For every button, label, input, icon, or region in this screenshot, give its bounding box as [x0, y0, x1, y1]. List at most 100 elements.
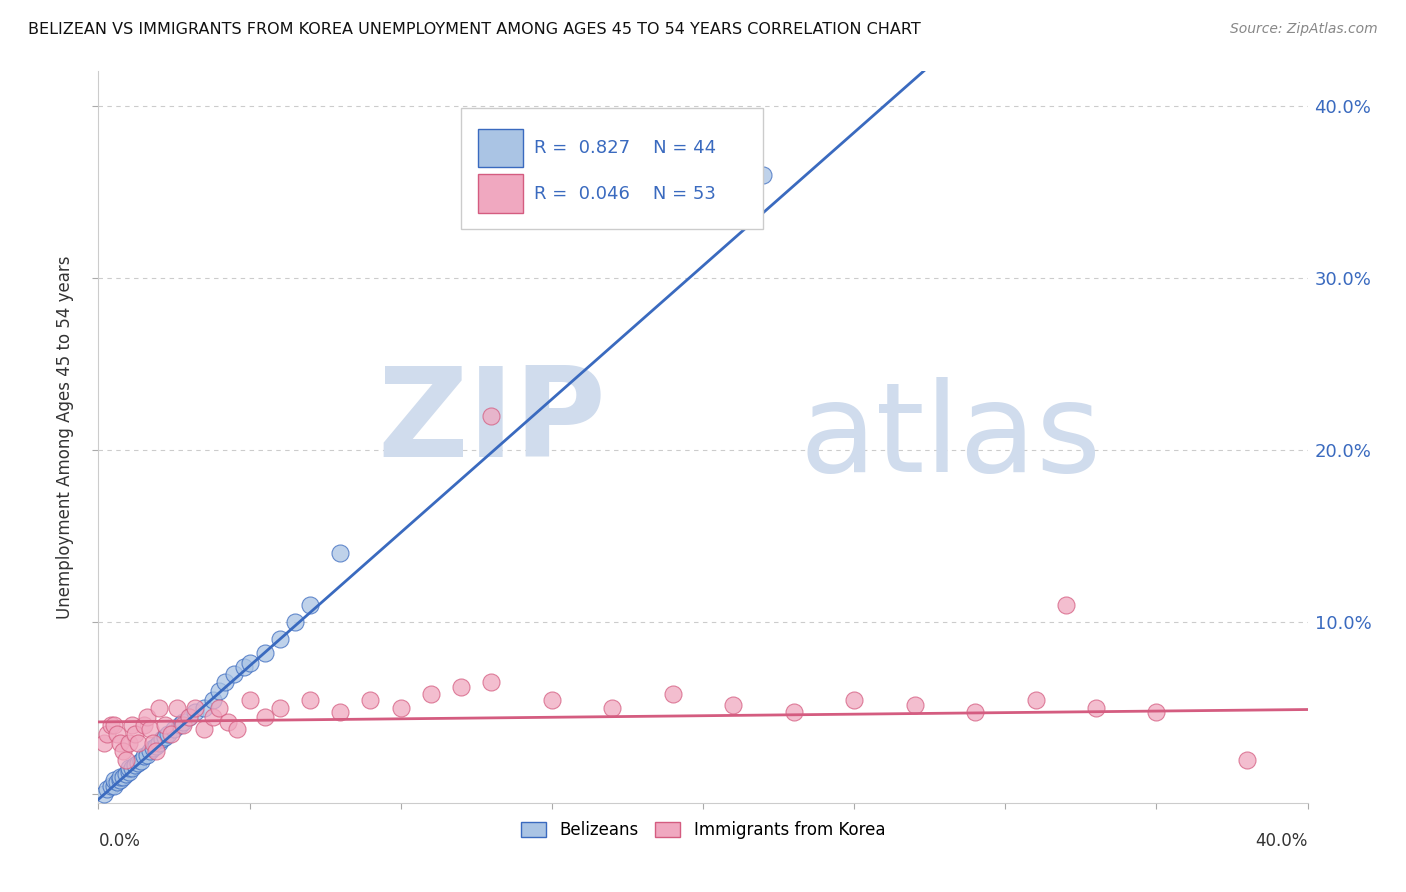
Point	[723, 142, 745, 156]
Text: R =  0.046    N = 53: R = 0.046 N = 53	[534, 185, 716, 202]
Point	[1085, 701, 1108, 715]
Point	[723, 698, 745, 712]
Point	[1024, 692, 1046, 706]
Point	[135, 747, 157, 762]
Point	[329, 705, 352, 719]
Point	[139, 744, 162, 758]
Point	[114, 753, 136, 767]
Point	[193, 722, 215, 736]
Point	[232, 660, 254, 674]
Point	[103, 718, 125, 732]
Point	[253, 646, 276, 660]
Point	[202, 710, 225, 724]
Point	[202, 692, 225, 706]
Point	[239, 657, 262, 671]
Point	[132, 749, 155, 764]
Point	[1236, 753, 1258, 767]
Point	[105, 775, 128, 789]
Point	[108, 773, 131, 788]
Point	[389, 701, 412, 715]
Point	[135, 710, 157, 724]
FancyBboxPatch shape	[461, 108, 763, 228]
Text: R =  0.827    N = 44: R = 0.827 N = 44	[534, 139, 716, 157]
Point	[172, 714, 194, 729]
Point	[481, 675, 503, 690]
Point	[172, 718, 194, 732]
Point	[132, 718, 155, 732]
Text: ZIP: ZIP	[378, 362, 606, 483]
Point	[105, 727, 128, 741]
Point	[148, 735, 170, 749]
Point	[360, 692, 382, 706]
Point	[540, 692, 562, 706]
Point	[118, 764, 141, 779]
Point	[148, 701, 170, 715]
Point	[450, 681, 472, 695]
Point	[100, 779, 122, 793]
Point	[661, 687, 683, 701]
Point	[226, 722, 249, 736]
Point	[193, 701, 215, 715]
Point	[752, 168, 775, 182]
Point	[179, 710, 201, 724]
Point	[111, 744, 134, 758]
Point	[108, 770, 131, 784]
Point	[904, 698, 927, 712]
FancyBboxPatch shape	[478, 129, 523, 167]
Point	[217, 714, 239, 729]
Y-axis label: Unemployment Among Ages 45 to 54 years: Unemployment Among Ages 45 to 54 years	[56, 255, 75, 619]
Point	[96, 782, 118, 797]
Point	[420, 687, 443, 701]
Point	[114, 766, 136, 780]
Point	[103, 779, 125, 793]
Point	[96, 727, 118, 741]
Point	[844, 692, 866, 706]
Point	[121, 718, 143, 732]
Text: BELIZEAN VS IMMIGRANTS FROM KOREA UNEMPLOYMENT AMONG AGES 45 TO 54 YEARS CORRELA: BELIZEAN VS IMMIGRANTS FROM KOREA UNEMPL…	[28, 22, 921, 37]
Point	[253, 710, 276, 724]
Point	[145, 744, 167, 758]
Point	[156, 727, 179, 741]
Point	[121, 761, 143, 775]
Point	[179, 710, 201, 724]
Text: Source: ZipAtlas.com: Source: ZipAtlas.com	[1230, 22, 1378, 37]
Point	[299, 692, 322, 706]
Point	[111, 770, 134, 784]
Point	[299, 598, 322, 612]
Point	[127, 756, 149, 771]
Point	[93, 787, 115, 801]
Point	[153, 731, 176, 745]
Point	[160, 727, 183, 741]
Point	[269, 632, 291, 647]
Point	[965, 705, 987, 719]
Point	[1144, 705, 1167, 719]
Text: atlas: atlas	[800, 376, 1102, 498]
Point	[184, 705, 207, 719]
Point	[124, 727, 146, 741]
Point	[214, 675, 236, 690]
Point	[208, 684, 231, 698]
Point	[127, 735, 149, 749]
Legend: Belizeans, Immigrants from Korea: Belizeans, Immigrants from Korea	[515, 814, 891, 846]
Point	[329, 546, 352, 560]
Point	[142, 735, 165, 749]
Point	[284, 615, 307, 629]
Point	[1054, 598, 1077, 612]
Point	[153, 718, 176, 732]
Point	[166, 701, 188, 715]
Point	[239, 692, 262, 706]
Point	[118, 735, 141, 749]
Point	[93, 735, 115, 749]
Point	[208, 701, 231, 715]
Point	[224, 666, 246, 681]
Point	[169, 718, 191, 732]
Point	[142, 740, 165, 755]
Point	[139, 722, 162, 736]
Point	[163, 722, 186, 736]
Point	[100, 718, 122, 732]
Text: 40.0%: 40.0%	[1256, 832, 1308, 850]
Point	[184, 701, 207, 715]
Point	[150, 732, 173, 747]
Text: 0.0%: 0.0%	[98, 832, 141, 850]
Point	[129, 755, 152, 769]
